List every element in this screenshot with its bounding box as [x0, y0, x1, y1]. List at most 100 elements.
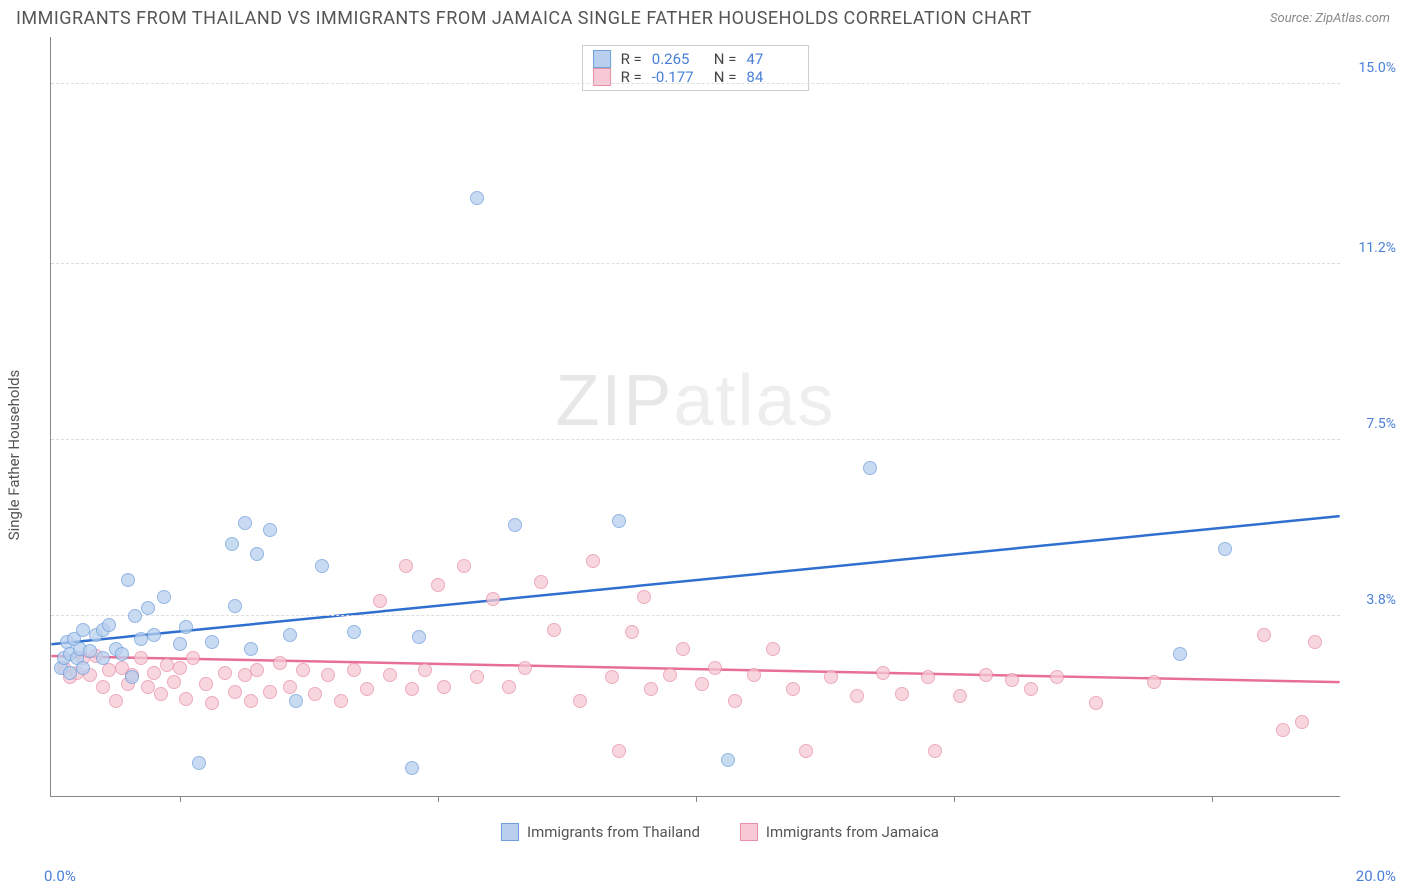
data-point-jamaica [1276, 723, 1290, 737]
data-point-jamaica [373, 594, 387, 608]
data-point-jamaica [147, 666, 161, 680]
r-value-thailand: 0.265 [652, 50, 704, 68]
y-tick-label: 3.8% [1366, 592, 1396, 608]
data-point-jamaica [637, 590, 651, 604]
data-point-jamaica [173, 661, 187, 675]
scatter-plot: ZIPatlas R =0.265N =47R =-0.177N =84 3.8… [50, 37, 1340, 797]
data-point-jamaica [928, 744, 942, 758]
data-point-jamaica [921, 670, 935, 684]
data-point-thailand [179, 620, 193, 634]
data-point-jamaica [154, 687, 168, 701]
gridline [51, 263, 1340, 264]
data-point-jamaica [109, 694, 123, 708]
data-point-jamaica [360, 682, 374, 696]
data-point-jamaica [296, 663, 310, 677]
data-point-jamaica [418, 663, 432, 677]
data-point-jamaica [676, 642, 690, 656]
data-point-jamaica [431, 578, 445, 592]
data-point-thailand [147, 628, 161, 642]
data-point-jamaica [160, 658, 174, 672]
data-point-jamaica [273, 656, 287, 670]
data-point-jamaica [96, 680, 110, 694]
x-tick [1212, 796, 1213, 802]
data-point-jamaica [405, 682, 419, 696]
data-point-jamaica [141, 680, 155, 694]
data-point-jamaica [238, 668, 252, 682]
swatch-thailand [593, 50, 611, 68]
data-point-jamaica [1295, 715, 1309, 729]
data-point-jamaica [321, 668, 335, 682]
data-point-jamaica [663, 668, 677, 682]
n-label: N = [714, 50, 737, 68]
data-point-jamaica [218, 666, 232, 680]
data-point-thailand [863, 461, 877, 475]
y-axis-label: Single Father Households [5, 370, 23, 541]
data-point-jamaica [644, 682, 658, 696]
x-axis-min-label: 0.0% [44, 867, 76, 885]
data-point-thailand [134, 632, 148, 646]
data-point-jamaica [824, 670, 838, 684]
data-point-jamaica [1005, 673, 1019, 687]
y-tick-label: 7.5% [1366, 416, 1396, 432]
gridline [51, 439, 1340, 440]
data-point-jamaica [850, 689, 864, 703]
swatch-thailand [501, 823, 519, 841]
data-point-thailand [470, 191, 484, 205]
data-point-thailand [263, 523, 277, 537]
data-point-jamaica [612, 744, 626, 758]
data-point-jamaica [334, 694, 348, 708]
data-point-jamaica [102, 663, 116, 677]
data-point-thailand [121, 573, 135, 587]
gridline [51, 615, 1340, 616]
data-point-jamaica [502, 680, 516, 694]
data-point-jamaica [283, 680, 297, 694]
data-point-jamaica [1147, 675, 1161, 689]
legend-label-jamaica: Immigrants from Jamaica [766, 823, 939, 841]
watermark: ZIPatlas [555, 360, 835, 442]
data-point-thailand [347, 625, 361, 639]
chart-title: IMMIGRANTS FROM THAILAND VS IMMIGRANTS F… [16, 8, 1032, 29]
data-point-jamaica [1050, 670, 1064, 684]
data-point-jamaica [518, 661, 532, 675]
data-point-jamaica [263, 685, 277, 699]
legend-stats-row-thailand: R =0.265N =47 [593, 50, 799, 68]
data-point-jamaica [457, 559, 471, 573]
data-point-jamaica [728, 694, 742, 708]
data-point-thailand [250, 547, 264, 561]
gridline [51, 83, 1340, 84]
trend-line-thailand [51, 516, 1339, 644]
data-point-jamaica [347, 663, 361, 677]
data-point-jamaica [953, 689, 967, 703]
legend-item-jamaica: Immigrants from Jamaica [740, 823, 939, 841]
data-point-jamaica [205, 696, 219, 710]
data-point-jamaica [708, 661, 722, 675]
data-point-thailand [612, 514, 626, 528]
data-point-thailand [412, 630, 426, 644]
data-point-jamaica [747, 668, 761, 682]
data-point-thailand [405, 761, 419, 775]
data-point-jamaica [244, 694, 258, 708]
data-point-thailand [128, 609, 142, 623]
data-point-thailand [141, 601, 155, 615]
data-point-thailand [315, 559, 329, 573]
data-point-thailand [96, 651, 110, 665]
data-point-jamaica [199, 677, 213, 691]
data-point-thailand [238, 516, 252, 530]
data-point-jamaica [895, 687, 909, 701]
y-tick-label: 15.0% [1358, 60, 1396, 76]
data-point-jamaica [186, 651, 200, 665]
data-point-thailand [76, 623, 90, 637]
data-point-jamaica [1024, 682, 1038, 696]
data-point-thailand [228, 599, 242, 613]
x-tick [438, 796, 439, 802]
data-point-jamaica [470, 670, 484, 684]
legend-label-thailand: Immigrants from Thailand [527, 823, 700, 841]
data-point-thailand [283, 628, 297, 642]
data-point-jamaica [695, 677, 709, 691]
data-point-thailand [76, 661, 90, 675]
data-point-thailand [192, 756, 206, 770]
swatch-jamaica [740, 823, 758, 841]
data-point-jamaica [250, 663, 264, 677]
data-point-jamaica [979, 668, 993, 682]
data-point-jamaica [1257, 628, 1271, 642]
